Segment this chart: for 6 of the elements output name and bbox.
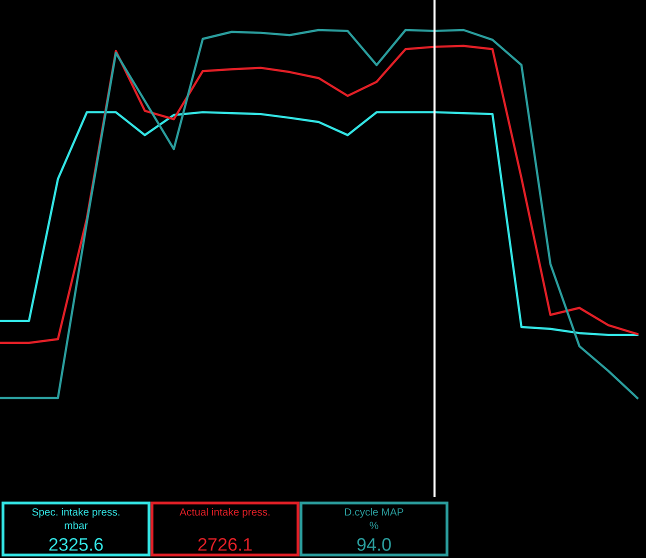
text: 94.0 [357, 538, 391, 551]
text: 2726.1 [198, 538, 252, 551]
text: D.cycle MAP % [345, 508, 404, 530]
text: Actual intake press. [180, 508, 270, 518]
text: Spec. intake press. mbar [32, 508, 120, 530]
text: 2325.6 [49, 538, 103, 551]
